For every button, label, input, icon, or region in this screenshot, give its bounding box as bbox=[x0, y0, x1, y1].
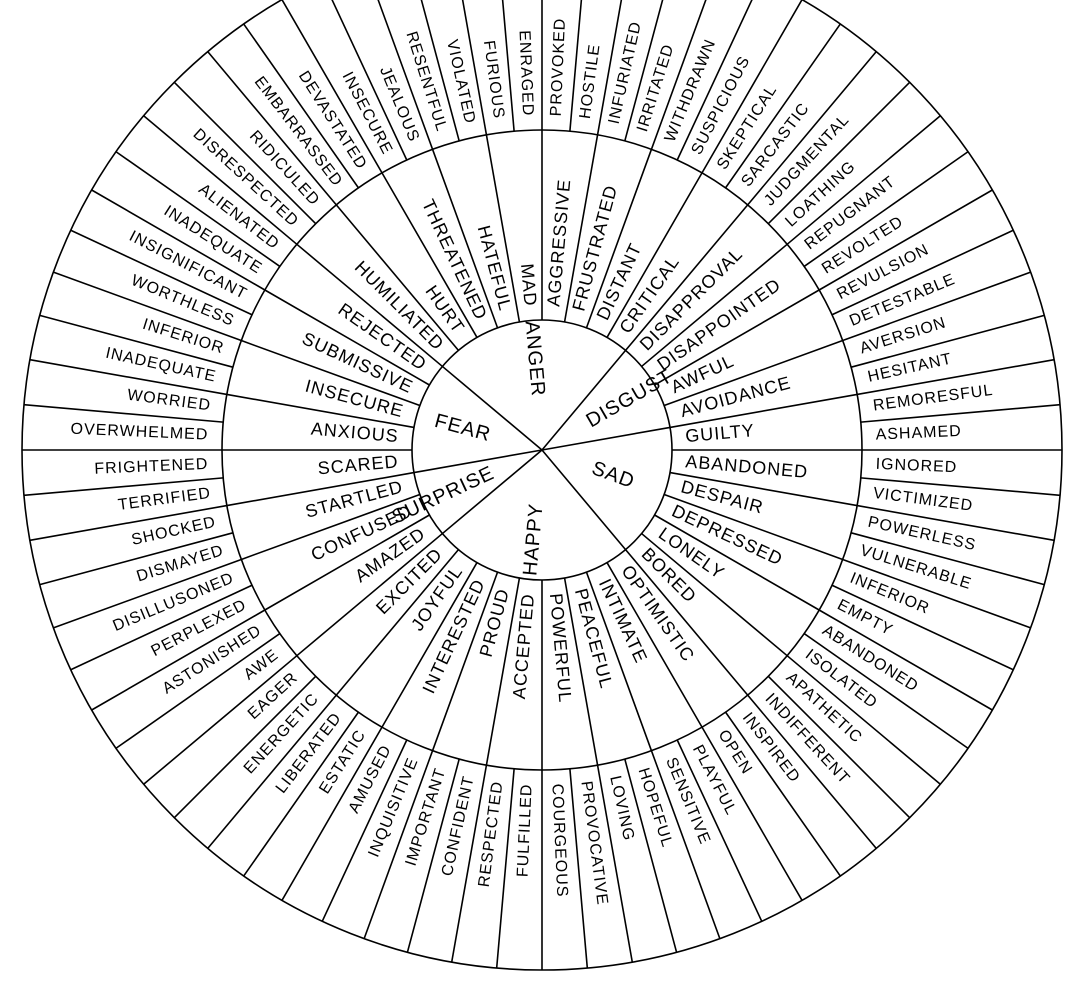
outer-label: FULFILLED bbox=[515, 783, 536, 877]
mid-label: ABANDONED bbox=[685, 451, 809, 482]
mid-label: POWERFUL bbox=[546, 592, 576, 703]
outer-label: PROVOKED bbox=[548, 17, 569, 116]
outer-divider bbox=[819, 190, 992, 290]
outer-divider bbox=[92, 190, 265, 290]
outer-label: TERRIFIED bbox=[117, 485, 212, 514]
outer-label: VIOLATED bbox=[443, 38, 478, 126]
outer-label: OPEN bbox=[715, 727, 756, 778]
mid-label: MAD bbox=[517, 263, 541, 308]
outer-label: COURGEOUS bbox=[548, 783, 570, 898]
outer-divider bbox=[174, 676, 315, 817]
core-label: FEAR bbox=[432, 410, 493, 446]
outer-label: ASHAMED bbox=[875, 423, 962, 444]
outer-label: CONFIDENT bbox=[439, 774, 478, 878]
outer-label: ENRAGED bbox=[515, 30, 536, 117]
core-label: ANGER bbox=[520, 320, 549, 398]
outer-label: FURIOUS bbox=[480, 39, 507, 120]
outer-divider bbox=[174, 82, 315, 223]
outer-divider bbox=[282, 0, 382, 173]
outer-label: SHOCKED bbox=[130, 514, 218, 549]
mid-label: AGGRESSIVE bbox=[543, 178, 574, 307]
outer-label: HOSTILE bbox=[577, 43, 604, 120]
mid-label: GUILTY bbox=[684, 420, 755, 446]
outer-divider bbox=[702, 727, 802, 900]
emotion-wheel: ANGERDISGUSTSADHAPPYSURPRISEFEARHUMILIAT… bbox=[0, 0, 1084, 991]
core-label: HAPPY bbox=[519, 502, 547, 576]
outer-label: PROVOCATIVE bbox=[577, 780, 610, 907]
outer-divider bbox=[702, 0, 802, 173]
outer-label: REMORESFUL bbox=[872, 382, 994, 415]
outer-label: AWE bbox=[241, 646, 282, 683]
mid-label: SCARED bbox=[317, 451, 399, 478]
core-label: DISGUST bbox=[582, 365, 676, 432]
core-divider bbox=[542, 427, 670, 450]
core-label: SAD bbox=[589, 457, 638, 493]
outer-label: LOVING bbox=[606, 774, 637, 843]
outer-label: IGNORED bbox=[875, 456, 957, 477]
outer-label: WORRIED bbox=[126, 387, 212, 415]
outer-divider bbox=[768, 82, 909, 223]
outer-divider bbox=[282, 727, 382, 900]
outer-label: OVERWHELMED bbox=[70, 421, 208, 444]
outer-divider bbox=[768, 676, 909, 817]
outer-divider bbox=[819, 610, 992, 710]
outer-label: FRIGHTENED bbox=[94, 456, 209, 478]
